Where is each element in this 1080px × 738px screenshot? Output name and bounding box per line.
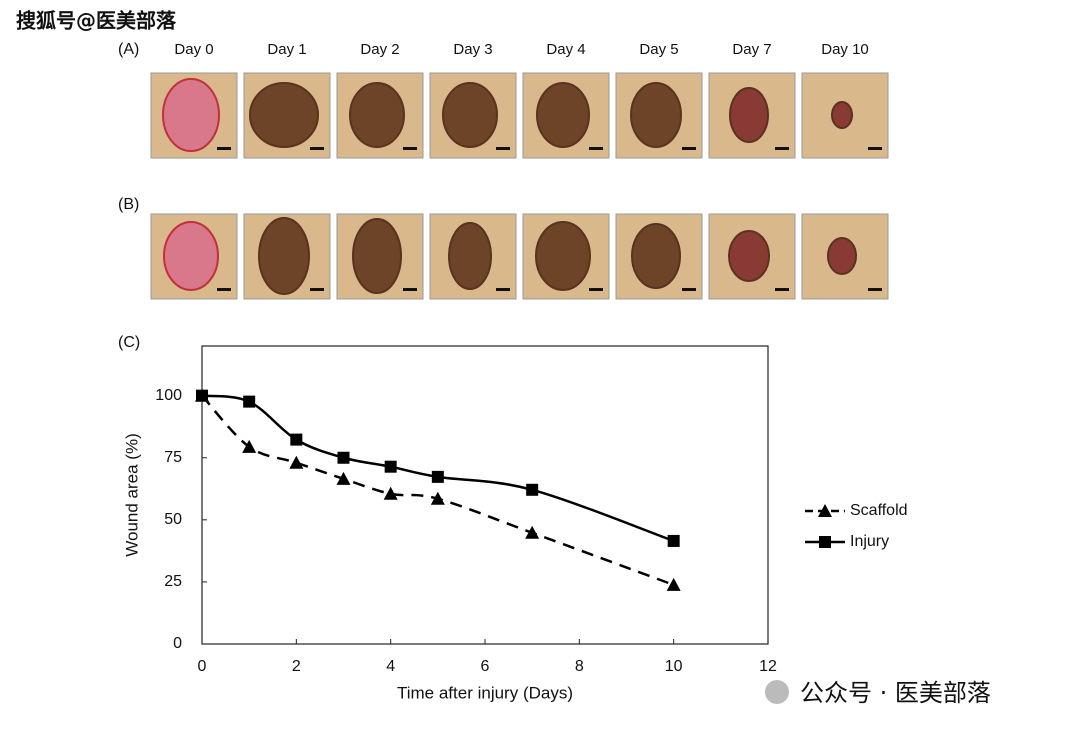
day-label: Day 2 xyxy=(360,41,399,58)
day-label: Day 10 xyxy=(821,41,869,58)
x-tick-label: 6 xyxy=(481,658,490,675)
wound xyxy=(535,221,591,291)
scale-bar xyxy=(682,288,696,291)
x-tick-label: 2 xyxy=(292,658,301,675)
scale-bar xyxy=(868,147,882,150)
data-point xyxy=(430,491,445,505)
day-label: Day 5 xyxy=(639,41,678,58)
data-point xyxy=(383,486,398,500)
legend-label: Injury xyxy=(850,533,889,550)
day-label: Day 0 xyxy=(174,41,213,58)
y-tick-label: 100 xyxy=(155,387,182,404)
data-point xyxy=(336,471,351,485)
watermark: 搜狐号@医美部落 xyxy=(16,9,177,33)
wound xyxy=(258,217,310,295)
wound xyxy=(349,82,405,148)
legend-label: Scaffold xyxy=(850,502,908,519)
scale-bar xyxy=(403,147,417,150)
y-tick-label: 25 xyxy=(164,573,182,590)
day-label: Day 7 xyxy=(732,41,771,58)
data-point xyxy=(243,395,256,408)
wound xyxy=(827,237,857,275)
day-label: Day 3 xyxy=(453,41,492,58)
x-tick-label: 10 xyxy=(665,658,683,675)
data-point xyxy=(667,534,680,547)
scale-bar xyxy=(403,288,417,291)
scale-bar xyxy=(868,288,882,291)
x-tick-label: 4 xyxy=(386,658,395,675)
scale-bar xyxy=(589,288,603,291)
scale-bar xyxy=(496,288,510,291)
scale-bar xyxy=(496,147,510,150)
data-point xyxy=(289,455,304,469)
data-point xyxy=(431,470,444,483)
scale-bar xyxy=(775,288,789,291)
x-tick-label: 8 xyxy=(575,658,584,675)
data-point xyxy=(384,460,397,473)
wound xyxy=(630,82,682,148)
photo xyxy=(708,213,796,300)
data-point xyxy=(242,439,257,453)
legend-marker xyxy=(819,536,831,548)
y-tick-label: 0 xyxy=(173,635,182,652)
data-point xyxy=(290,433,303,446)
watermark: 公众号 · 医美部落 xyxy=(800,679,991,707)
scale-bar xyxy=(310,147,324,150)
data-point xyxy=(526,483,539,496)
data-point xyxy=(666,577,681,591)
scale-bar xyxy=(775,147,789,150)
wound xyxy=(729,87,769,143)
wound xyxy=(442,82,498,148)
wound xyxy=(831,101,853,129)
scale-bar xyxy=(682,147,696,150)
panel-label: (A) xyxy=(118,41,139,58)
data-point xyxy=(196,389,208,402)
wound xyxy=(352,218,402,294)
scale-bar xyxy=(217,147,231,150)
scale-bar xyxy=(589,147,603,150)
y-axis-label: Wound area (%) xyxy=(122,433,141,556)
wound xyxy=(631,223,681,289)
wound xyxy=(728,230,770,282)
y-tick-label: 50 xyxy=(164,511,182,528)
scale-bar xyxy=(310,288,324,291)
wound xyxy=(162,78,220,152)
y-tick-label: 75 xyxy=(164,449,182,466)
wound xyxy=(536,82,590,148)
wound xyxy=(448,222,492,290)
data-point xyxy=(525,525,540,539)
scale-bar xyxy=(217,288,231,291)
photo xyxy=(708,72,796,159)
wound xyxy=(163,221,219,291)
data-point xyxy=(337,451,350,464)
x-tick-label: 12 xyxy=(759,658,777,675)
wound xyxy=(249,82,319,148)
x-axis-label: Time after injury (Days) xyxy=(397,683,573,702)
legend-marker xyxy=(818,504,832,517)
panel-label: (B) xyxy=(118,196,139,213)
day-label: Day 1 xyxy=(267,41,306,58)
wechat-icon xyxy=(765,680,789,704)
panel-label: (C) xyxy=(118,334,140,351)
x-tick-label: 0 xyxy=(198,658,207,675)
day-label: Day 4 xyxy=(546,41,585,58)
